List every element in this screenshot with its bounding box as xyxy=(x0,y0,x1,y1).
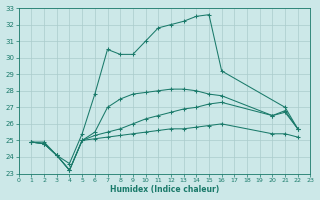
X-axis label: Humidex (Indice chaleur): Humidex (Indice chaleur) xyxy=(110,185,219,194)
